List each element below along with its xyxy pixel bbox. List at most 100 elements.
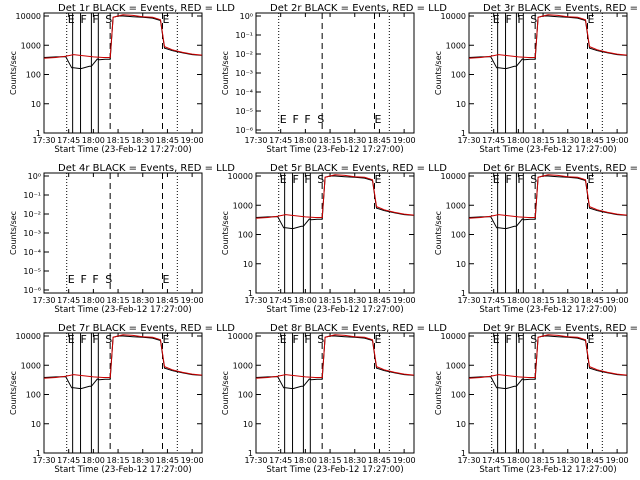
y-axis-label: Counts/sec [221,51,230,95]
region-label: S [105,273,112,286]
region-label: E [493,333,500,346]
y-tick-label: 10 [456,100,466,109]
x-tick-label: 19:00 [181,296,204,305]
x-tick-label: 18:15 [532,456,555,465]
x-tick-label: 18:45 [156,456,179,465]
plot-frame [468,12,628,134]
x-tick-label: 18:30 [556,296,579,305]
x-axis-label: Start Time (23-Feb-12 17:27:00) [266,305,403,315]
region-label: E [163,273,170,286]
y-tick-label: 10⁻⁴ [23,248,41,257]
y-axis-label: Counts/sec [9,51,18,95]
panel-7: Det 7r BLACK = Events, RED = LLD Counts/s… [9,323,235,475]
y-tick-label: 10000 [228,172,253,181]
y-tick-label: 100 [26,71,41,80]
series-line-lld [468,334,628,379]
series-line-events [468,15,628,69]
region-label: F [92,273,98,286]
x-tick-label: 18:15 [107,136,130,145]
x-axis-label: Start Time (23-Feb-12 17:27:00) [54,305,191,315]
region-label: E [588,333,595,346]
y-tick-label: 10⁻⁵ [23,267,41,276]
series-line-events [468,175,628,229]
x-tick-label: 18:45 [368,456,391,465]
y-tick-label: 10⁻³ [235,69,253,78]
x-axis-label: Start Time (23-Feb-12 17:27:00) [479,145,616,155]
y-tick-label: 1000 [233,361,253,370]
y-axis-label: Counts/sec [221,211,230,255]
x-tick-label: 18:15 [319,456,342,465]
region-label: F [304,113,310,126]
x-tick-label: 17:30 [244,136,267,145]
x-tick-label: 18:00 [294,456,317,465]
y-tick-label: 10⁻⁶ [23,286,41,295]
x-tick-label: 18:00 [507,456,530,465]
y-tick-label: 10000 [441,332,466,341]
x-tick-label: 17:30 [457,136,480,145]
x-tick-label: 18:45 [368,296,391,305]
y-tick-label: 1000 [21,361,41,370]
y-tick-label: 1000 [446,361,466,370]
region-label: E [68,13,75,26]
x-tick-label: 18:00 [507,296,530,305]
region-label: E [68,333,75,346]
x-tick-label: 17:30 [32,456,55,465]
panel-3: Det 3r BLACK = Events, RED = LLD Counts/s… [434,3,640,155]
x-tick-label: 18:15 [532,136,555,145]
x-tick-label: 18:45 [156,296,179,305]
y-tick-label: 1000 [21,41,41,50]
region-label: S [317,113,324,126]
x-axis-label: Start Time (23-Feb-12 17:27:00) [54,145,191,155]
panel-title: Det 1r BLACK = Events, RED = LLD [58,3,235,14]
plot-frame [468,332,628,454]
x-tick-label: 18:30 [556,136,579,145]
x-tick-label: 17:45 [269,296,292,305]
x-tick-label: 19:00 [181,456,204,465]
x-tick-label: 18:00 [82,296,105,305]
region-label: S [530,13,537,26]
series-line-events [468,335,628,389]
x-tick-label: 17:45 [482,456,505,465]
y-tick-label: 10 [243,260,253,269]
x-tick-label: 19:00 [606,296,629,305]
region-label: E [280,173,287,186]
region-label: E [588,173,595,186]
region-label: E [493,13,500,26]
x-tick-label: 18:45 [368,136,391,145]
region-label: F [81,273,87,286]
y-tick-label: 1 [461,129,466,138]
y-axis-label: Counts/sec [434,211,443,255]
x-tick-label: 18:45 [156,136,179,145]
x-tick-label: 19:00 [606,456,629,465]
y-tick-label: 10⁻³ [23,229,41,238]
y-tick-label: 1 [36,129,41,138]
panel-9: Det 9r BLACK = Events, RED = LLD Counts/s… [434,323,640,475]
region-label: S [317,333,324,346]
region-label: F [304,333,310,346]
region-label: E [163,333,170,346]
y-tick-label: 10⁻¹ [23,191,41,200]
x-tick-label: 18:30 [343,136,366,145]
x-tick-label: 19:00 [606,136,629,145]
x-tick-label: 17:45 [57,136,80,145]
x-tick-label: 17:45 [482,296,505,305]
y-tick-label: 10000 [441,172,466,181]
y-tick-label: 100 [238,391,253,400]
x-tick-label: 19:00 [393,296,416,305]
x-axis-label: Start Time (23-Feb-12 17:27:00) [479,465,616,475]
x-axis-label: Start Time (23-Feb-12 17:27:00) [266,465,403,475]
y-tick-label: 1 [248,289,253,298]
x-tick-label: 18:30 [343,456,366,465]
x-tick-label: 17:30 [32,136,55,145]
panel-title: Det 9r BLACK = Events, RED = LLD [483,323,640,334]
series-line-lld [468,174,628,219]
x-tick-label: 18:15 [319,136,342,145]
y-axis-label: Counts/sec [9,371,18,415]
region-label: E [375,113,382,126]
region-label: S [105,333,112,346]
x-tick-label: 18:00 [294,136,317,145]
plot-frame [255,332,415,454]
y-tick-label: 100 [451,231,466,240]
region-label: E [163,13,170,26]
